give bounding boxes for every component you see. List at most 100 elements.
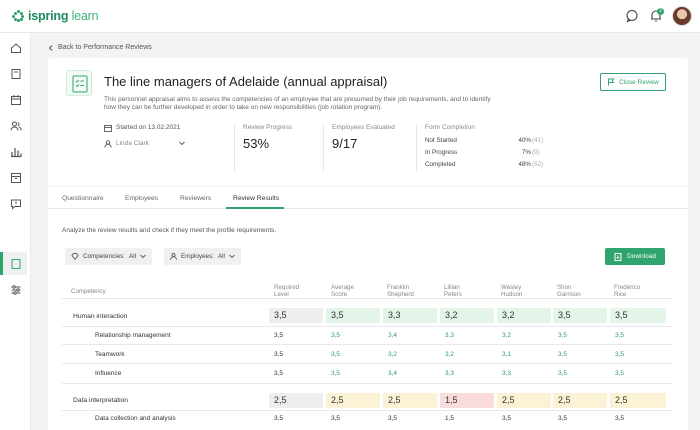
sidebar-item-courses[interactable] xyxy=(7,65,24,82)
score-value: 1,5 xyxy=(445,415,455,422)
column-header-employee[interactable]: Wesley Hudson xyxy=(501,284,523,298)
review-description: This personnel appraisal aims to assess … xyxy=(104,96,491,111)
logo[interactable]: ispring learn xyxy=(12,9,99,23)
score-cell: 2,5 xyxy=(610,393,666,408)
performance-icon xyxy=(11,258,20,269)
sidebar-item-home[interactable] xyxy=(7,39,24,56)
score-value: 3,3 xyxy=(502,370,512,377)
review-progress-label: Review Progress xyxy=(243,124,293,131)
chevron-down-icon xyxy=(229,254,235,259)
score-value: 3,3 xyxy=(445,370,455,377)
courses-icon xyxy=(11,68,20,79)
sidebar-item-calendar[interactable] xyxy=(7,91,24,108)
close-review-label: Close Review xyxy=(619,78,659,86)
employees-filter-label: Employees: xyxy=(181,253,214,260)
home-icon xyxy=(10,42,21,53)
logo-icon xyxy=(12,10,24,22)
completion-label: Completed xyxy=(425,161,456,168)
completion-count: (52) xyxy=(532,161,544,168)
column-header-employee[interactable]: Shon Garrison xyxy=(557,284,581,298)
tab-review-results[interactable]: Review Results xyxy=(233,195,280,202)
results-hint: Analyze the review results and check if … xyxy=(62,227,277,234)
results-panel: Questionnaire Employees Reviewers Review… xyxy=(48,187,688,430)
score-value: 3,5 xyxy=(274,370,284,377)
employees-filter[interactable]: Employees: All xyxy=(164,248,241,265)
completion-count: (41) xyxy=(532,137,544,144)
competency-item: Teamwork xyxy=(95,351,125,358)
score-cell: 3,5 xyxy=(610,308,666,323)
average-score-cell: 2,5 xyxy=(326,393,380,408)
column-header-employee[interactable]: Frederico Rice xyxy=(614,284,641,298)
messages-icon xyxy=(10,199,21,210)
logo-text-light: learn xyxy=(71,9,99,23)
completion-row: Not Started 40% (41) xyxy=(425,137,543,144)
score-cell: 2,5 xyxy=(553,393,607,408)
column-header-employee[interactable]: Lillian Peters xyxy=(444,284,462,298)
score-value: 3,5 xyxy=(558,370,568,377)
score-value: 3,3 xyxy=(445,332,455,339)
employees-filter-value: All xyxy=(217,253,225,260)
flag-icon xyxy=(608,78,615,86)
competency-group: Human interaction xyxy=(73,313,128,320)
competency-group: Data interpretation xyxy=(73,397,129,404)
top-bar: ispring learn 2 xyxy=(0,0,700,33)
score-value: 3,5 xyxy=(558,351,568,358)
back-link-label: Back to Performance Reviews xyxy=(58,44,152,51)
tab-reviewers[interactable]: Reviewers xyxy=(180,195,212,202)
download-icon xyxy=(614,252,622,261)
competencies-filter[interactable]: Competencies: All xyxy=(65,248,152,265)
sidebar-item-users[interactable] xyxy=(7,117,24,134)
competencies-filter-label: Competencies: xyxy=(83,253,125,260)
sidebar-item-reports[interactable] xyxy=(7,143,24,160)
download-button[interactable]: Download xyxy=(605,248,665,265)
score-value: 3,5 xyxy=(615,370,625,377)
tab-employees[interactable]: Employees xyxy=(125,195,159,202)
sidebar-item-settings[interactable] xyxy=(7,281,24,298)
score-value: 3,2 xyxy=(388,351,398,358)
completion-label: In Progress xyxy=(425,149,458,156)
score-cell: 3,2 xyxy=(497,308,551,323)
tab-bar: Questionnaire Employees Reviewers Review… xyxy=(48,187,688,209)
user-icon xyxy=(104,140,112,148)
competency-item: Influence xyxy=(95,370,122,377)
sidebar-active-indicator xyxy=(0,252,27,275)
user-icon xyxy=(170,253,177,260)
column-header-average: Average Score xyxy=(331,284,354,298)
average-score-cell: 3,5 xyxy=(326,308,380,323)
score-value: 3,5 xyxy=(274,332,284,339)
back-link[interactable]: Back to Performance Reviews xyxy=(48,44,152,51)
employees-evaluated-value: 9/17 xyxy=(332,136,358,151)
form-completion-label: Form Completion xyxy=(425,124,475,131)
diamond-icon xyxy=(71,253,79,260)
review-progress-value: 53% xyxy=(243,136,270,151)
active-tab-indicator xyxy=(226,207,284,209)
score-cell: 3,3 xyxy=(383,308,437,323)
sidebar-item-library[interactable] xyxy=(7,169,24,186)
notification-badge: 2 xyxy=(657,8,664,15)
column-header-required: Required Level xyxy=(274,284,300,298)
score-value: 3,1 xyxy=(502,351,512,358)
avatar[interactable] xyxy=(672,6,692,26)
completion-label: Not Started xyxy=(425,137,457,144)
score-value: 3,5 xyxy=(331,351,341,358)
chevron-down-icon xyxy=(140,254,146,259)
score-value: 3,5 xyxy=(331,415,341,422)
completion-row: In Progress 7% (9) xyxy=(425,149,540,156)
close-review-button[interactable]: Close Review xyxy=(600,73,666,91)
started-date: Started on 13.02.2021 xyxy=(116,124,181,131)
score-value: 3,5 xyxy=(615,415,625,422)
score-value: 3,5 xyxy=(274,415,284,422)
tab-questionnaire[interactable]: Questionnaire xyxy=(62,195,104,202)
column-header-employee[interactable]: Franklin Shepherd xyxy=(387,284,414,298)
completion-row: Completed 48% (52) xyxy=(425,161,543,168)
score-cell: 3,5 xyxy=(553,308,607,323)
score-value: 3,4 xyxy=(388,332,398,339)
completion-pct: 7% xyxy=(521,149,531,156)
score-value: 3,2 xyxy=(502,332,512,339)
chevron-down-icon[interactable] xyxy=(179,141,185,146)
owner-name[interactable]: Linda Clark xyxy=(116,140,149,147)
sidebar-item-performance[interactable] xyxy=(7,255,24,272)
chat-bubble-icon[interactable] xyxy=(624,8,640,24)
sidebar-item-messages[interactable] xyxy=(7,195,24,212)
required-level-cell: 2,5 xyxy=(269,393,323,408)
